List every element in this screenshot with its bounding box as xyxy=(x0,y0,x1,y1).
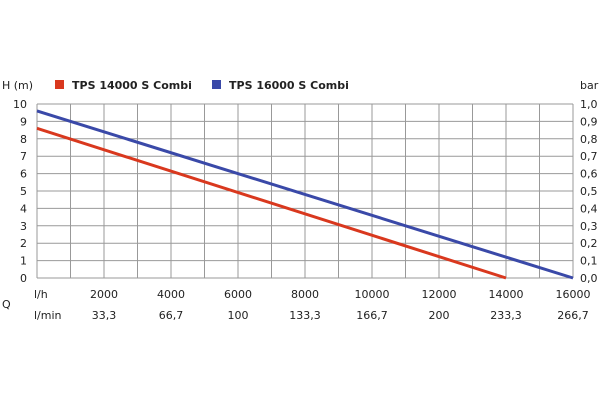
y-right-tick-label: 0,2 xyxy=(580,237,598,250)
legend-label-tps-14000: TPS 14000 S Combi xyxy=(72,79,192,92)
x-lh-tick-label: 14000 xyxy=(489,288,524,301)
y-right-tick-label: 0,6 xyxy=(580,168,598,181)
y-right-tick-label: 0,4 xyxy=(580,202,598,215)
legend-swatch-tps-14000 xyxy=(55,80,64,89)
y-right-tick-label: 0,1 xyxy=(580,255,598,268)
x-row-label-lmin: l/min xyxy=(34,309,62,322)
series-line-tps-16000-s-combi xyxy=(36,109,574,280)
grid xyxy=(36,103,574,279)
y-left-tick-label: 3 xyxy=(20,220,27,233)
x-lh-tick-label: 8000 xyxy=(291,288,319,301)
y-left-axis-label: H (m) xyxy=(2,79,33,92)
y-right-tick-label: 0,8 xyxy=(580,133,598,146)
x-row-label-lh: l/h xyxy=(34,288,48,301)
x-lh-tick-label: 16000 xyxy=(556,288,591,301)
x-row-label-q: Q xyxy=(2,298,11,311)
y-left-tick-label: 1 xyxy=(20,255,27,268)
y-right-tick-label: 0,3 xyxy=(580,220,598,233)
y-right-tick-label: 0,5 xyxy=(580,185,598,198)
x-lmin-tick-label: 66,7 xyxy=(159,309,184,322)
y-right-tick-label: 1,0 xyxy=(580,98,598,111)
y-left-tick-label: 10 xyxy=(13,98,27,111)
y-right-tick-label: 0,7 xyxy=(580,150,598,163)
series-lines xyxy=(36,109,574,280)
x-lh-tick-label: 2000 xyxy=(90,288,118,301)
x-lh-tick-label: 10000 xyxy=(355,288,390,301)
y-left-tick-label: 7 xyxy=(20,150,27,163)
x-lmin-tick-label: 166,7 xyxy=(356,309,388,322)
y-left-tick-label: 2 xyxy=(20,237,27,250)
y-right-ticks: 0,0 0,1 0,2 0,3 0,4 0,5 0,6 0,7 0,8 0,9 1,0 xyxy=(580,98,598,285)
y-right-axis-label: bar xyxy=(580,79,599,92)
x-lmin-tick-label: 33,3 xyxy=(92,309,117,322)
legend: TPS 14000 S Combi TPS 16000 S Combi xyxy=(55,79,349,92)
x-lh-ticks: 2000 4000 6000 8000 10000 12000 14000 16000 xyxy=(90,288,591,301)
legend-label-tps-16000: TPS 16000 S Combi xyxy=(229,79,349,92)
x-lmin-tick-label: 133,3 xyxy=(289,309,321,322)
x-lmin-tick-label: 233,3 xyxy=(490,309,522,322)
y-right-tick-label: 0,9 xyxy=(580,115,598,128)
legend-swatch-tps-16000 xyxy=(212,80,221,89)
x-lmin-tick-label: 266,7 xyxy=(557,309,589,322)
y-right-tick-label: 0,0 xyxy=(580,272,598,285)
y-left-tick-label: 4 xyxy=(20,202,27,215)
y-left-ticks: 0 1 2 3 4 5 6 7 8 9 10 xyxy=(13,98,27,285)
series-line-tps-14000-s-combi xyxy=(36,126,507,280)
x-lh-tick-label: 4000 xyxy=(157,288,185,301)
x-lh-tick-label: 12000 xyxy=(422,288,457,301)
x-lmin-ticks: 33,3 66,7 100 133,3 166,7 200 233,3 266,7 xyxy=(92,309,589,322)
x-lmin-tick-label: 200 xyxy=(429,309,450,322)
x-lh-tick-label: 6000 xyxy=(224,288,252,301)
y-left-tick-label: 6 xyxy=(20,168,27,181)
x-lmin-tick-label: 100 xyxy=(228,309,249,322)
y-left-tick-label: 5 xyxy=(20,185,27,198)
y-left-tick-label: 9 xyxy=(20,115,27,128)
y-left-tick-label: 0 xyxy=(20,272,27,285)
y-left-tick-label: 8 xyxy=(20,133,27,146)
